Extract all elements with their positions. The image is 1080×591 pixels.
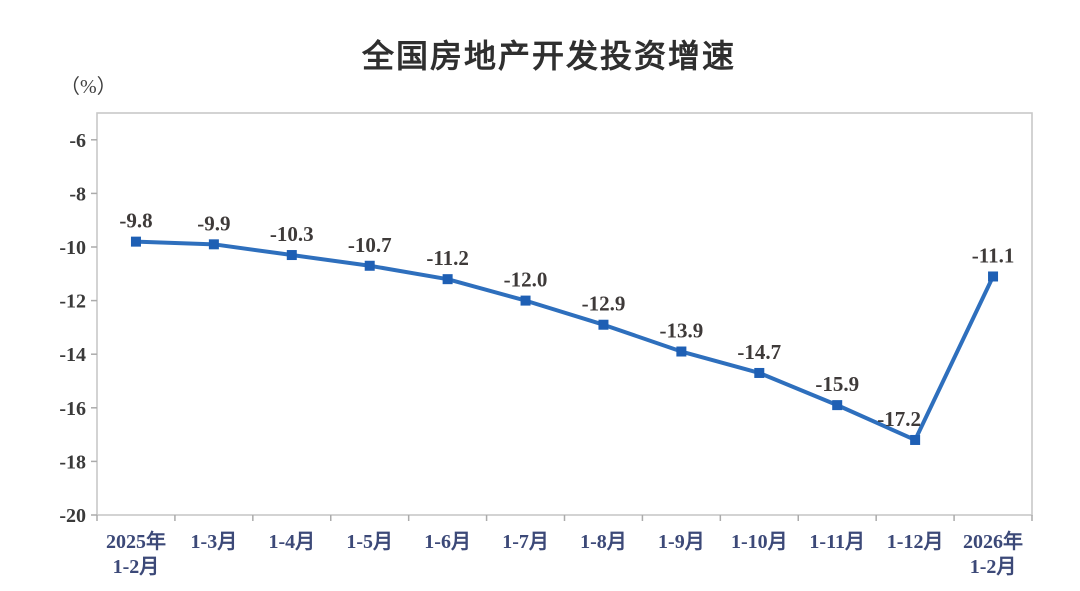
data-marker bbox=[754, 367, 765, 378]
x-tick-label: 1-8月 bbox=[580, 531, 627, 553]
data-label: -11.2 bbox=[426, 246, 469, 270]
x-tick-label: 1-7月 bbox=[502, 531, 549, 553]
data-label: -10.7 bbox=[348, 233, 392, 257]
data-label: -12.0 bbox=[504, 268, 548, 292]
data-label: -15.9 bbox=[815, 372, 859, 396]
y-axis-unit-label: （%） bbox=[60, 76, 117, 98]
y-tick-label: -16 bbox=[59, 398, 86, 420]
y-tick-label: -8 bbox=[69, 183, 86, 205]
data-marker bbox=[286, 250, 297, 261]
data-marker bbox=[988, 271, 999, 282]
data-labels: -9.8 -9.9 -10.3 -10.7 -11.2 -12.0 -12.9 -13.9 -1… bbox=[119, 209, 1014, 431]
data-markers bbox=[130, 236, 999, 445]
y-tick-label: -20 bbox=[59, 505, 86, 527]
data-label: -12.9 bbox=[582, 292, 626, 316]
x-tick-label: 2026年 1-2月 bbox=[963, 529, 1023, 578]
y-axis: -6 -8 -10 -12 -14 -16 -18 -20 bbox=[59, 130, 97, 527]
x-tick-label: 2025年 1-2月 bbox=[106, 529, 166, 578]
x-tick-label: 1-5月 bbox=[346, 531, 393, 553]
y-tick-label: -14 bbox=[59, 344, 86, 366]
chart-title: 全国房地产开发投资增速 bbox=[361, 38, 736, 74]
data-marker bbox=[442, 274, 453, 285]
data-label: -9.8 bbox=[119, 209, 152, 233]
data-label: -14.7 bbox=[737, 340, 781, 364]
x-tick-label: 1-9月 bbox=[658, 531, 705, 553]
x-tick-label: 1-3月 bbox=[191, 531, 238, 553]
x-axis: 2025年 1-2月 1-3月 1-4月 1-5月 1-6月 1-7月 1-8月 1-9月 1-1… bbox=[96, 515, 1033, 578]
x-tick-label: 1-10月 bbox=[731, 531, 788, 553]
x-tick-label: 1-12月 bbox=[887, 531, 944, 553]
y-tick-label: -18 bbox=[59, 451, 86, 473]
y-tick-label: -6 bbox=[69, 130, 86, 152]
data-label: -17.2 bbox=[877, 407, 921, 431]
data-marker bbox=[832, 400, 843, 411]
y-tick-label: -12 bbox=[59, 291, 86, 313]
data-label: -10.3 bbox=[270, 222, 314, 246]
data-label: -13.9 bbox=[660, 319, 704, 343]
data-label: -11.1 bbox=[972, 243, 1015, 267]
data-marker bbox=[520, 295, 531, 306]
data-marker bbox=[130, 236, 141, 247]
data-marker bbox=[208, 239, 219, 250]
data-series-line bbox=[133, 239, 996, 442]
data-label: -9.9 bbox=[197, 211, 230, 235]
x-tick-label: 1-4月 bbox=[268, 531, 315, 553]
data-marker bbox=[676, 346, 687, 357]
y-tick-label: -10 bbox=[59, 237, 86, 259]
data-marker bbox=[910, 434, 921, 445]
x-tick-label: 1-6月 bbox=[424, 531, 471, 553]
data-marker bbox=[364, 260, 375, 271]
x-tick-label: 1-11月 bbox=[809, 531, 865, 553]
data-marker bbox=[598, 319, 609, 330]
